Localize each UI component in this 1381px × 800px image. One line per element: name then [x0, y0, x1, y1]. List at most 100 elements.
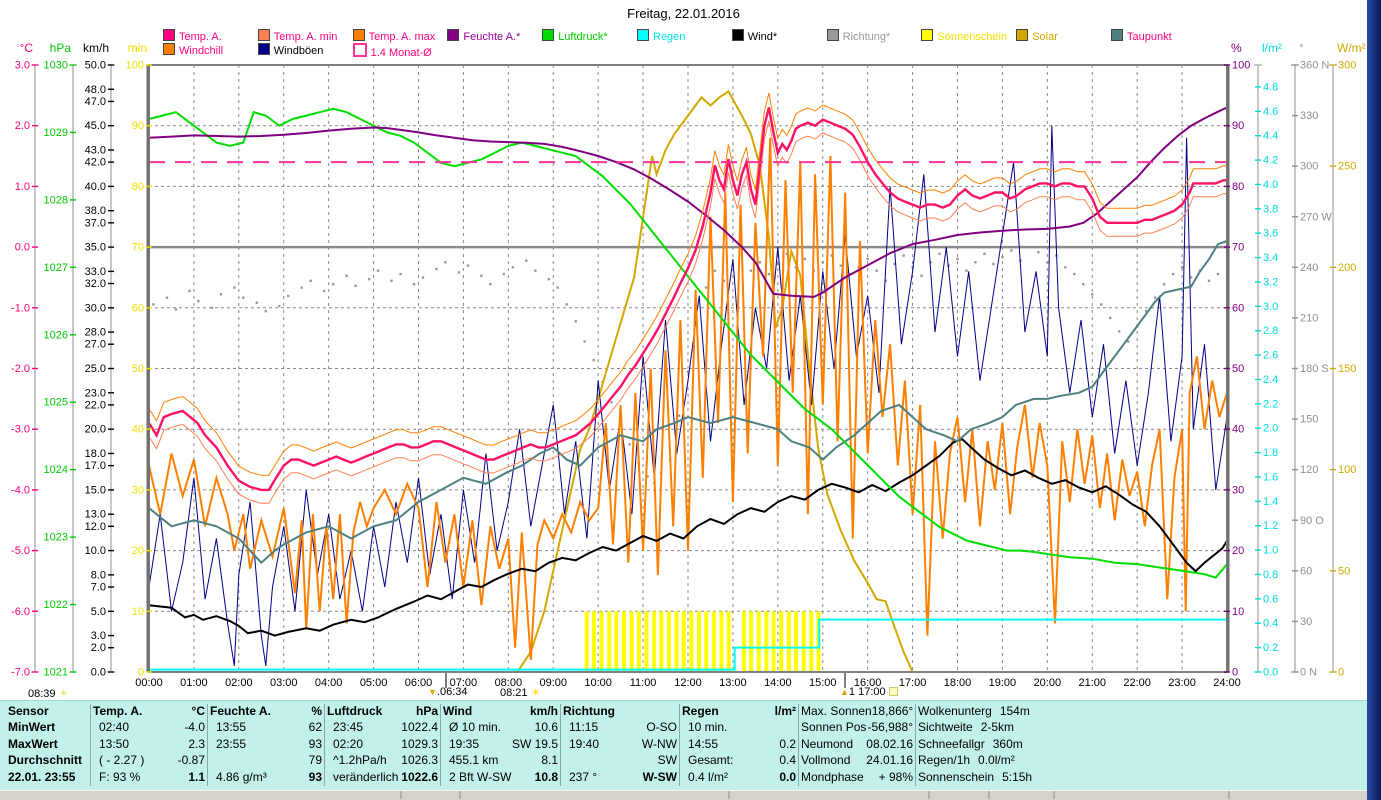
svg-text:300: 300: [1300, 161, 1318, 173]
svg-text:1.8: 1.8: [1263, 447, 1278, 459]
svg-text:80: 80: [132, 181, 144, 193]
legend-swatch-icon: [352, 43, 367, 57]
stats-value-row: 4.86 g/m³ 93: [216, 769, 322, 784]
stats-value-row: veränderlich 1022.6: [333, 769, 438, 784]
svg-text:04:00: 04:00: [315, 677, 343, 689]
svg-text:0.0: 0.0: [1263, 667, 1278, 679]
svg-text:km/h: km/h: [83, 41, 109, 55]
svg-text:1026: 1026: [44, 329, 68, 341]
svg-text:40: 40: [1232, 424, 1244, 436]
marker-sunrise: 08:21 ☀: [500, 687, 541, 699]
svg-text:3.0: 3.0: [1263, 301, 1278, 313]
svg-text:330: 330: [1300, 110, 1318, 122]
legend-swatch-icon: [1016, 29, 1029, 41]
svg-text:13:00: 13:00: [719, 677, 747, 689]
legend-label: Temp. A. min: [273, 31, 338, 43]
svg-text:90: 90: [1232, 120, 1244, 132]
svg-text:7.0: 7.0: [91, 582, 106, 594]
stats-panel: [0, 700, 1367, 791]
sun-pale-icon: ☀: [58, 688, 69, 700]
svg-text:1030: 1030: [44, 60, 68, 72]
stats-column-divider: [679, 704, 680, 786]
svg-text:30.0: 30.0: [85, 302, 106, 314]
svg-text:3.6: 3.6: [1263, 228, 1278, 240]
svg-text:03:00: 03:00: [270, 677, 298, 689]
svg-text:20:00: 20:00: [1034, 677, 1062, 689]
svg-text:2.0: 2.0: [15, 120, 30, 132]
svg-text:30: 30: [1232, 484, 1244, 496]
svg-text:14:00: 14:00: [764, 677, 792, 689]
stats-value-row: Gesamt: 0.4: [688, 753, 796, 768]
svg-text:hPa: hPa: [50, 41, 72, 55]
stats-info-row: Max. Sonnen 18,866°: [801, 704, 914, 718]
svg-text:11:00: 11:00: [630, 677, 657, 689]
svg-text:10:00: 10:00: [584, 677, 612, 689]
stats-value-row: 11:15 O-SO: [569, 720, 677, 735]
legend-label: Richtung*: [842, 31, 891, 43]
svg-text:0 N: 0 N: [1300, 667, 1317, 679]
stats-value-row: SW: [657, 753, 677, 768]
arrow-up-icon: ▲: [840, 687, 849, 697]
svg-text:09:00: 09:00: [539, 677, 567, 689]
legend-label: Temp. A. max: [368, 31, 436, 43]
legend-item-regen: Regen: [637, 29, 685, 43]
svg-text:5.0: 5.0: [91, 606, 106, 618]
svg-text:28.0: 28.0: [85, 327, 106, 339]
legend-item-temp-a-min: Temp. A. min: [257, 29, 338, 43]
svg-text:60: 60: [132, 302, 144, 314]
svg-text:50: 50: [1232, 363, 1244, 375]
stats-col-richtung: Richtung 11:15 O-SO 19:40 W-NW SW 237 ° W-SW: [563, 704, 677, 784]
legend-item-luftdruck-: Luftdruck*: [542, 29, 608, 43]
page-title: Freitag, 22.01.2016: [627, 6, 740, 21]
svg-text:3.0: 3.0: [15, 60, 30, 72]
svg-text:200: 200: [1338, 262, 1356, 274]
svg-text:180 S: 180 S: [1300, 363, 1329, 375]
svg-text:23.0: 23.0: [85, 387, 106, 399]
legend-item-1-4-monat-: 1.4 Monat-Ø: [352, 43, 432, 59]
svg-text:50: 50: [1338, 565, 1350, 577]
marker-sunset: ▲1 17:00: [840, 686, 898, 698]
legend-swatch-icon: [921, 29, 934, 41]
legend-label: Luftdruck*: [558, 31, 608, 43]
svg-text:1.0: 1.0: [1263, 545, 1278, 557]
stats-row-label: Sensor: [8, 704, 49, 718]
stats-value-row: 19:40 W-NW: [569, 736, 677, 751]
legend-label: 1.4 Monat-Ø: [370, 47, 432, 59]
legend-item-richtung-: Richtung*: [826, 29, 891, 43]
stats-column-divider: [90, 704, 91, 786]
svg-text:0.2: 0.2: [1263, 642, 1278, 654]
svg-text:3.2: 3.2: [1263, 276, 1278, 288]
svg-text:07:00: 07:00: [450, 677, 478, 689]
svg-text:l/m²: l/m²: [1262, 41, 1282, 55]
svg-text:2.8: 2.8: [1263, 325, 1278, 337]
stats-value-row: 19:35 SW 19.5: [449, 736, 558, 751]
svg-text:4.6: 4.6: [1263, 106, 1278, 118]
bottom-scroll-bar[interactable]: [0, 790, 1367, 800]
legend-swatch-icon: [542, 29, 555, 41]
svg-text:210: 210: [1300, 312, 1318, 324]
svg-text:22:00: 22:00: [1123, 677, 1151, 689]
svg-text:33.0: 33.0: [85, 266, 106, 278]
svg-text:3.4: 3.4: [1263, 252, 1278, 264]
legend-item-feuchte-a-: Feuchte A.*: [447, 29, 520, 43]
svg-text:10: 10: [1232, 606, 1244, 618]
arrow-down-icon: ▼: [428, 687, 437, 697]
svg-text:0.6: 0.6: [1263, 593, 1278, 605]
stats-value-row: 237 ° W-SW: [569, 769, 677, 784]
stats-info-row: Regen/1h 0.0l/m²: [918, 753, 1015, 768]
svg-text:8.0: 8.0: [91, 569, 106, 581]
legend-item-taupunkt: Taupunkt: [1111, 29, 1172, 43]
svg-text:15.0: 15.0: [85, 484, 106, 496]
svg-text:4.2: 4.2: [1263, 155, 1278, 167]
svg-text:70: 70: [1232, 242, 1244, 254]
svg-text:45.0: 45.0: [85, 120, 106, 132]
marker-0634: ▼.06:34: [428, 686, 468, 698]
svg-text:-1.0: -1.0: [11, 302, 30, 314]
svg-text:0.0: 0.0: [15, 242, 30, 254]
svg-text:43.0: 43.0: [85, 144, 106, 156]
svg-text:12.0: 12.0: [85, 521, 106, 533]
legend-item-windb-en: Windböen: [257, 43, 323, 57]
svg-text:80: 80: [1232, 181, 1244, 193]
svg-text:40.0: 40.0: [85, 181, 106, 193]
